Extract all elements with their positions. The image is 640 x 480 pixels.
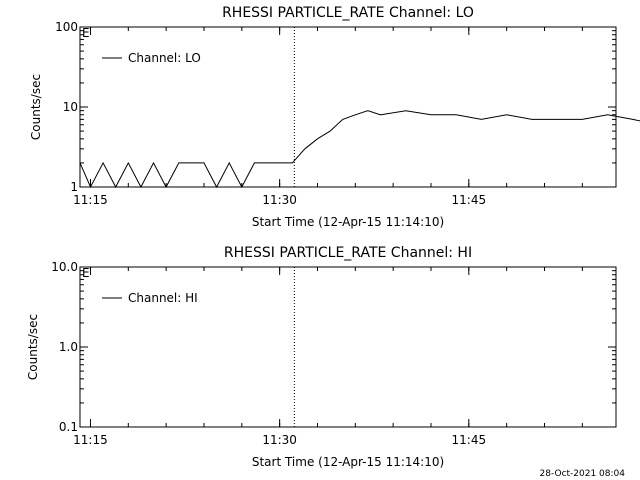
- chart-title: RHESSI PARTICLE_RATE Channel: HI: [224, 245, 472, 261]
- timestamp-footer: 28-Oct-2021 08:04: [540, 469, 626, 479]
- series-lo: [79, 110, 640, 189]
- x-axis-label: Start Time (12-Apr-15 11:14:10): [252, 215, 444, 229]
- y-ticks: 1 10 100: [55, 20, 616, 194]
- y-tick-label: 1.0: [59, 340, 78, 354]
- series-line: [79, 110, 640, 189]
- x-tick-label: 11:45: [452, 193, 487, 207]
- y-tick-label: 1: [70, 180, 78, 194]
- y-tick-label: 10: [63, 100, 78, 114]
- event-marker-label: E: [82, 266, 90, 280]
- chart-title: RHESSI PARTICLE_RATE Channel: LO: [222, 5, 474, 21]
- y-tick-label: 100: [55, 20, 78, 34]
- y-tick-label: 0.1: [59, 420, 78, 434]
- event-markers: EFFE: [79, 266, 295, 427]
- y-ticks: 0.1 1.0 10.0: [51, 260, 616, 434]
- x-tick-label: 11:30: [262, 433, 297, 447]
- y-tick-label: 10.0: [51, 260, 78, 274]
- event-marker-label: E: [82, 26, 90, 40]
- x-tick-label: 11:30: [262, 193, 297, 207]
- x-axis-label: Start Time (12-Apr-15 11:14:10): [252, 455, 444, 469]
- legend-label: Channel: LO: [128, 51, 201, 65]
- panel-hi: RHESSI PARTICLE_RATE Channel: HI Counts/…: [26, 245, 617, 469]
- legend: Channel: LO: [102, 51, 201, 65]
- x-tick-label: 11:45: [452, 433, 487, 447]
- x-tick-label: 11:15: [73, 433, 108, 447]
- panel-lo: RHESSI PARTICLE_RATE Channel: LO Counts/…: [29, 5, 640, 229]
- y-axis-label: Counts/sec: [29, 74, 43, 140]
- x-tick-label: 11:15: [73, 193, 108, 207]
- legend: Channel: HI: [102, 291, 198, 305]
- legend-label: Channel: HI: [128, 291, 198, 305]
- y-axis-label: Counts/sec: [26, 314, 40, 380]
- event-markers: EFFE: [79, 26, 295, 187]
